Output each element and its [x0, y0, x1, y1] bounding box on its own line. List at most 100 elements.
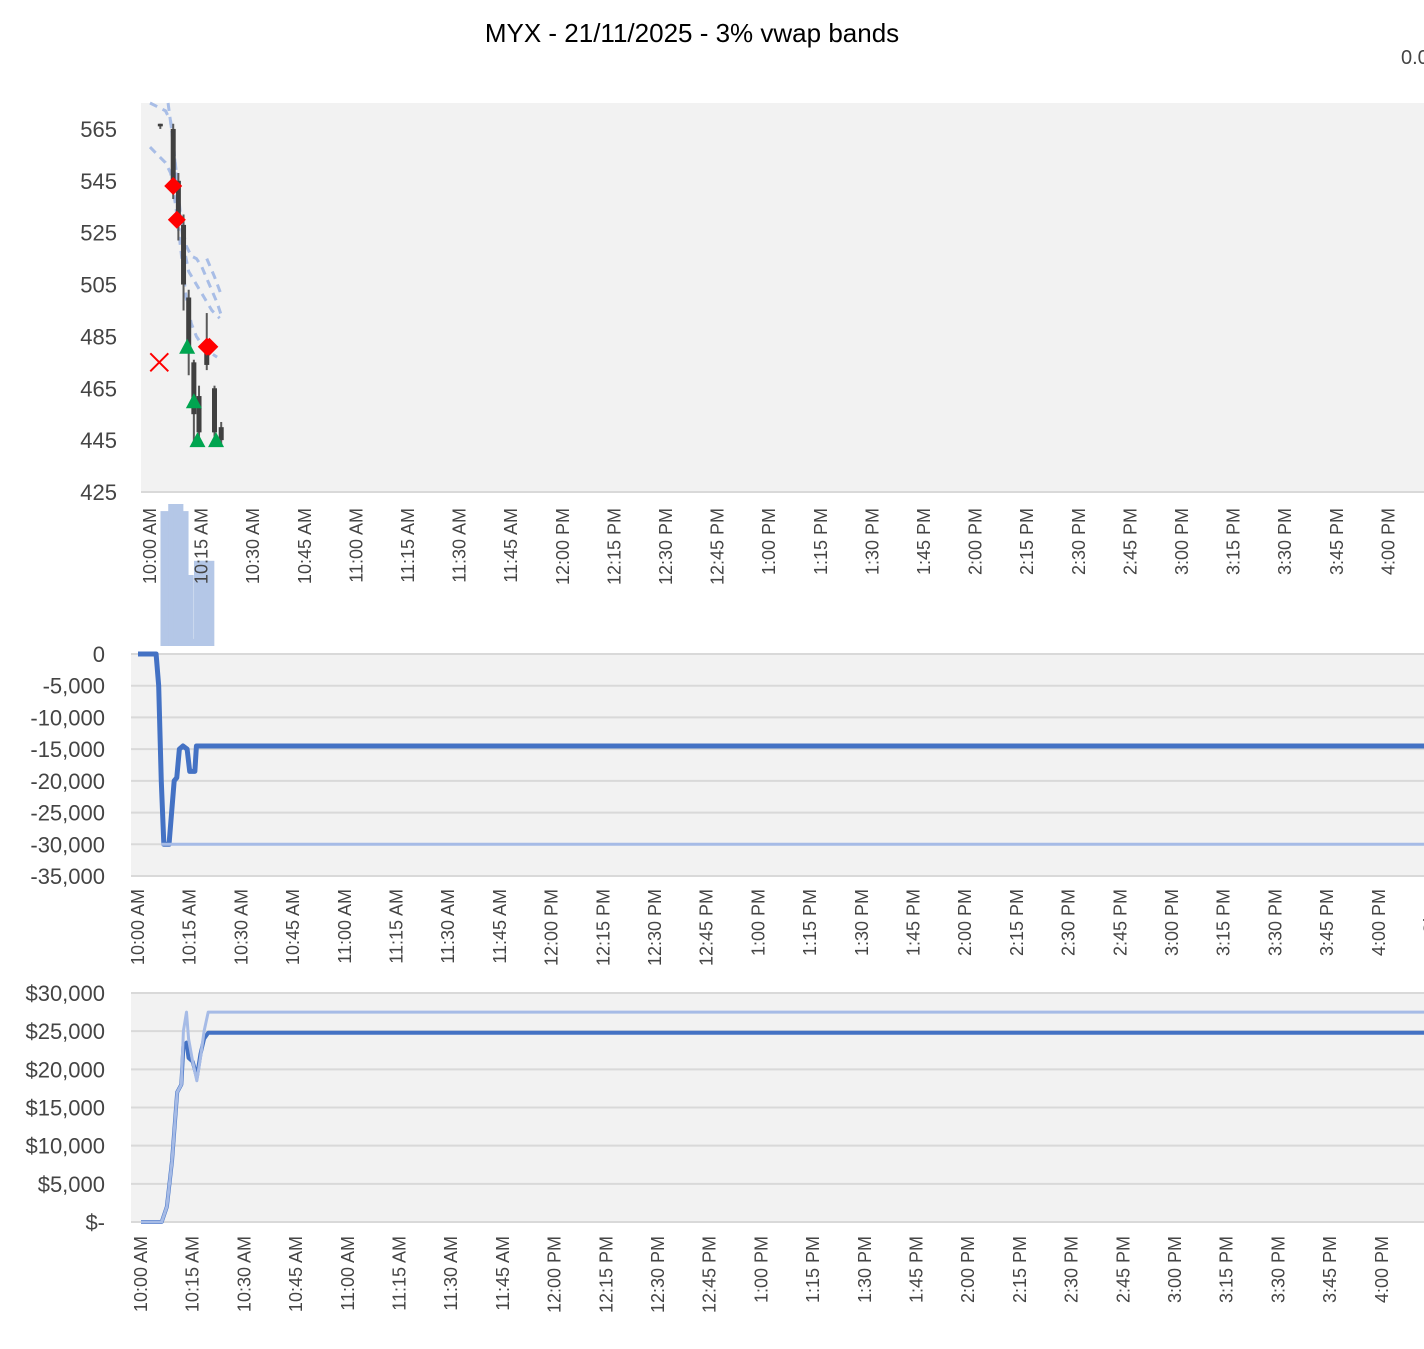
price-x-tick-label: 12:45 PM — [708, 508, 728, 585]
price-x-tick-label: 3:00 PM — [1172, 508, 1192, 575]
buy-triangle-marker — [208, 432, 225, 448]
price-x-tick-label: 1:15 PM — [811, 508, 831, 575]
price-x-tick-label: 11:45 AM — [501, 508, 521, 583]
price-x-tick-label: 1:30 PM — [862, 508, 882, 575]
position-y-tick-label: -30,000 — [30, 832, 105, 857]
value-x-tick-label: 1:00 PM — [751, 1236, 771, 1303]
position-x-tick-label: 11:30 AM — [438, 889, 458, 964]
price-x-tick-label: 4:00 PM — [1378, 508, 1398, 575]
volume-bar — [188, 638, 199, 646]
sell-diamond-marker — [167, 210, 186, 229]
value-x-tick-label: 1:15 PM — [803, 1236, 823, 1303]
position-x-tick-label: 1:15 PM — [800, 889, 820, 956]
candle-body — [191, 362, 197, 415]
price-y-tick-label: 445 — [80, 428, 117, 453]
value-x-tick-label: 2:30 PM — [1062, 1236, 1082, 1303]
position-y-tick-label: -10,000 — [30, 705, 105, 730]
value-x-tick-label: 10:00 AM — [131, 1236, 151, 1312]
position-x-tick-label: 2:15 PM — [1007, 889, 1027, 956]
value-x-tick-label: 11:15 AM — [390, 1236, 410, 1311]
price-y-tick-label: 565 — [80, 117, 117, 142]
position-panel: 0 -5,000 -10,000 -15,000 -20,000 -25,000 -30,0… — [30, 642, 1424, 966]
price-plot-area — [141, 103, 1424, 492]
position-x-tick-label: 3:45 PM — [1317, 889, 1337, 956]
price-x-tick-label: 3:45 PM — [1327, 508, 1347, 575]
position-x-tick-label: 2:00 PM — [955, 889, 975, 956]
value-x-tick-label: 10:15 AM — [183, 1236, 203, 1312]
position-x-tick-label: 12:15 PM — [593, 889, 613, 966]
value-x-tick-label: 11:45 AM — [493, 1236, 513, 1311]
volume-bar — [168, 504, 179, 646]
candle-body — [218, 427, 224, 441]
chart-title: MYX - 21/11/2025 - 3% vwap bands — [485, 18, 899, 48]
price-x-tick-label: 2:30 PM — [1069, 508, 1089, 575]
price-x-tick-label: 10:00 AM — [140, 508, 160, 584]
price-x-tick-label: 2:45 PM — [1120, 508, 1140, 575]
value-x-tick-label: 3:00 PM — [1165, 1236, 1185, 1303]
buy-triangle-marker — [185, 393, 202, 409]
price-x-tick-label: 11:15 AM — [398, 508, 418, 583]
price-x-tick-label: 12:15 PM — [604, 508, 624, 585]
value-x-tick-label: 2:45 PM — [1113, 1236, 1133, 1303]
position-x-tick-label: 11:00 AM — [335, 889, 355, 964]
position-x-tick-label: 10:30 AM — [231, 889, 251, 965]
value-y-tick-label: $20,000 — [25, 1057, 105, 1082]
volume-bar — [204, 560, 215, 646]
value-x-tick-label: 1:30 PM — [855, 1236, 875, 1303]
value-x-tick-label: 12:00 PM — [545, 1236, 565, 1313]
value-y-tick-label: $15,000 — [25, 1096, 105, 1121]
clipped-corner-label: 0.0 — [1401, 47, 1424, 69]
volume-bar — [194, 560, 205, 646]
value-x-tick-label: 3:45 PM — [1320, 1236, 1340, 1303]
position-x-tick-label: 2:45 PM — [1110, 889, 1130, 956]
value-series-line — [141, 1010, 1424, 1224]
value-y-tick-label: $5,000 — [38, 1172, 105, 1197]
value-y-tick-label: $10,000 — [25, 1134, 105, 1159]
position-x-tick-label: 10:15 AM — [180, 889, 200, 965]
value-x-tick-label: 1:45 PM — [907, 1236, 927, 1303]
position-x-tick-label: 1:00 PM — [748, 889, 768, 956]
candle-body — [212, 388, 217, 433]
position-x-tick-label: 1:45 PM — [904, 889, 924, 956]
value-panel: $30,000 $25,000 $20,000 $15,000 $10,000 $5,00… — [25, 981, 1424, 1313]
exit-x-marker — [149, 352, 169, 373]
value-x-tick-label: 4:00 PM — [1372, 1236, 1392, 1303]
volume-bar — [160, 511, 171, 646]
price-x-tick-label: 1:00 PM — [759, 508, 779, 575]
position-series-line — [138, 651, 1424, 847]
price-x-tick-label: 3:30 PM — [1275, 508, 1295, 575]
volume-bar — [199, 560, 210, 646]
volume-bar — [173, 504, 184, 646]
price-x-tick-label: 10:30 AM — [243, 508, 263, 584]
value-x-tick-label: 2:00 PM — [958, 1236, 978, 1303]
volume-bar — [183, 575, 194, 646]
vwap-band-line — [205, 258, 224, 299]
price-x-tick-label: 2:00 PM — [966, 508, 986, 575]
price-x-tick-label: 12:30 PM — [656, 508, 676, 585]
position-x-tick-label: 11:45 AM — [490, 889, 510, 964]
candle-body — [196, 396, 202, 433]
value-y-tick-label: $25,000 — [25, 1019, 105, 1044]
price-y-tick-label: 505 — [80, 273, 117, 298]
exit-x-stroke — [149, 352, 169, 373]
position-y-tick-label: -35,000 — [30, 864, 105, 889]
candle-body — [170, 128, 176, 181]
position-x-tick-label: 12:45 PM — [697, 889, 717, 966]
candle-body — [181, 224, 187, 285]
position-y-tick-label: 0 — [93, 642, 105, 667]
position-x-tick-label: 1:30 PM — [852, 889, 872, 956]
price-panel: 565 545 525 505 485 465 445 425 10:00 AM 10:15 AM… — [80, 101, 1424, 646]
value-x-tick-label: 12:30 PM — [648, 1236, 668, 1313]
price-y-tick-label: 425 — [80, 480, 117, 505]
value-x-tick-label: 11:30 AM — [441, 1236, 461, 1311]
value-x-tick-label: 10:45 AM — [286, 1236, 306, 1312]
value-x-tick-label: 10:30 AM — [234, 1236, 254, 1312]
position-x-tick-label: 3:30 PM — [1265, 889, 1285, 956]
candle-body — [204, 349, 210, 365]
position-x-tick-label: 11:15 AM — [387, 889, 407, 964]
price-x-tick-label: 11:00 AM — [346, 508, 366, 583]
price-y-tick-label: 485 — [80, 324, 117, 349]
position-x-tick-label: 4:00 PM — [1369, 889, 1389, 956]
position-y-tick-label: -15,000 — [30, 737, 105, 762]
